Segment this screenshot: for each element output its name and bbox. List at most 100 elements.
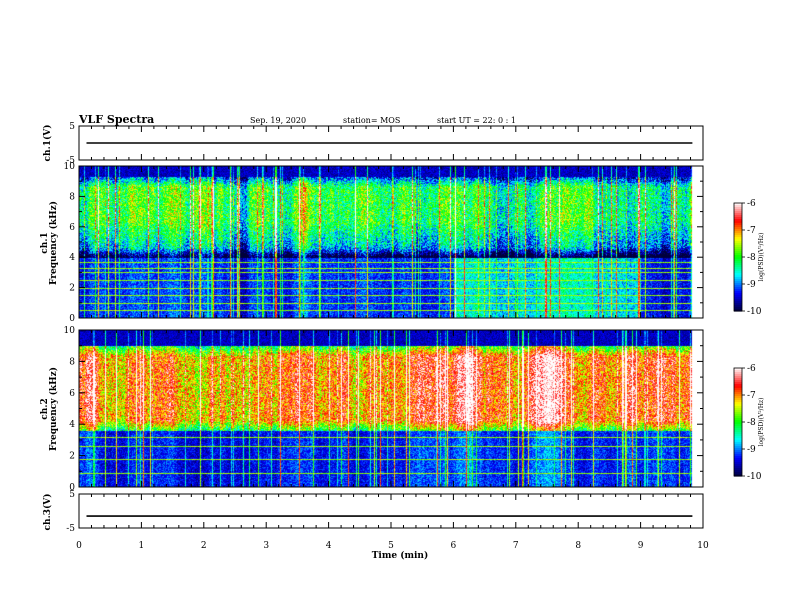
colorbar-strip	[734, 305, 742, 308]
ch2-spectrogram-ytick-label: 0	[69, 483, 75, 493]
colorbar-strip	[734, 227, 742, 230]
colorbar-label: log(PSD)(V²/Hz)	[758, 398, 765, 447]
colorbar-strip	[734, 442, 742, 445]
colorbar-strip	[734, 235, 742, 238]
colorbar-strip	[734, 398, 742, 401]
colorbar-strip	[734, 263, 742, 266]
ch1-spectrogram-ytick-label: 10	[64, 162, 76, 172]
colorbar-strip	[734, 233, 742, 236]
x-tick-label: 2	[201, 541, 207, 551]
colorbar-strip	[734, 211, 742, 214]
colorbar-strip	[734, 257, 742, 260]
ch1-voltage-ylabel: ch.1(V)	[42, 125, 53, 162]
ch1-spectrogram-ytick-label: 4	[69, 253, 75, 263]
colorbar-strip	[734, 241, 742, 244]
colorbar-strip	[734, 440, 742, 443]
colorbar-strip	[734, 378, 742, 381]
colorbar-strip	[734, 237, 742, 240]
figure-title: VLF Spectra	[78, 113, 154, 126]
colorbar-strip	[734, 297, 742, 300]
colorbar-strip	[734, 217, 742, 220]
colorbar-strip	[734, 209, 742, 212]
colorbar-tick-label: -8	[747, 418, 756, 428]
colorbar-strip	[734, 213, 742, 216]
colorbar-tick-label: -10	[747, 307, 762, 317]
colorbar-strip	[734, 388, 742, 391]
colorbar-strip	[734, 426, 742, 429]
colorbar-strip	[734, 418, 742, 421]
colorbar-strip	[734, 249, 742, 252]
colorbar-strip	[734, 376, 742, 379]
ch1-spectrogram-ylabel: ch.1	[40, 232, 50, 253]
colorbar-strip	[734, 414, 742, 417]
colorbar-strip	[734, 287, 742, 290]
ch1-spectrogram-ytick-label: 0	[69, 314, 75, 324]
ch3-voltage-ytick-label: -5	[66, 524, 75, 534]
colorbar-strip	[734, 221, 742, 224]
colorbar-strip	[734, 474, 742, 477]
ch1-spectrogram-ytick-label: 8	[69, 192, 75, 202]
colorbar-strip	[734, 309, 742, 312]
ch2-spectrogram-ytick-label: 10	[64, 326, 76, 336]
x-tick-label: 8	[575, 541, 581, 551]
ch1-spectrogram-ytick-label: 6	[69, 223, 75, 233]
colorbar-strip	[734, 243, 742, 246]
colorbar-strip	[734, 277, 742, 280]
x-tick-label: 9	[638, 541, 644, 551]
ch1-spectrogram-image	[79, 166, 703, 318]
colorbar-strip	[734, 207, 742, 210]
colorbar-tick-label: -9	[747, 445, 756, 455]
colorbar-strip	[734, 259, 742, 262]
colorbar-strip	[734, 404, 742, 407]
ch1-spectrogram-panel: 0 2 4 6 8 10	[64, 162, 704, 324]
colorbar-strip	[734, 462, 742, 465]
colorbar-strip	[734, 386, 742, 389]
colorbar-strip	[734, 464, 742, 467]
colorbar-strip	[734, 430, 742, 433]
colorbar-strip	[734, 229, 742, 232]
colorbar-strip	[734, 458, 742, 461]
ch1-voltage-ytick-label: 5	[69, 122, 75, 132]
colorbar-tick-label: -6	[747, 364, 756, 374]
colorbar-strip	[734, 432, 742, 435]
colorbar-strip	[734, 468, 742, 471]
colorbar-strip	[734, 285, 742, 288]
x-tick-label: 1	[139, 541, 145, 551]
ch2-spectrogram-ytick-label: 2	[69, 452, 75, 462]
colorbar-strip	[734, 301, 742, 304]
colorbar-strip	[734, 299, 742, 302]
colorbar-strip	[734, 275, 742, 278]
colorbar-tick-label: -9	[747, 280, 756, 290]
figure-start-time: start UT = 22: 0 : 1	[437, 116, 516, 125]
colorbar-strip	[734, 466, 742, 469]
colorbar-strip	[734, 291, 742, 294]
colorbar-strip	[734, 436, 742, 439]
colorbar-strip	[734, 470, 742, 473]
ch2-spectrogram-ylabel: ch.2	[40, 398, 50, 419]
x-tick-label: 3	[263, 541, 269, 551]
colorbar-tick-label: -6	[747, 199, 756, 209]
colorbar-strip	[734, 454, 742, 457]
colorbar-strip	[734, 255, 742, 258]
colorbar-strip	[734, 428, 742, 431]
x-tick-label: 10	[697, 541, 709, 551]
colorbar-strip	[734, 384, 742, 387]
figure-station: station= MOS	[343, 116, 400, 125]
colorbar-strip	[734, 215, 742, 218]
colorbar-strip	[734, 444, 742, 447]
ch3-voltage-panel: 5 -5	[66, 490, 704, 534]
colorbar-strip	[734, 203, 742, 206]
colorbar-strip	[734, 446, 742, 449]
colorbar-strip	[734, 370, 742, 373]
colorbar-strip	[734, 380, 742, 383]
ch3-voltage-ytick-label: 5	[69, 490, 75, 500]
colorbar-strip	[734, 265, 742, 268]
colorbar-strip	[734, 253, 742, 256]
x-tick-label: 7	[513, 541, 519, 551]
x-tick-label: 0	[76, 541, 82, 551]
ch3-voltage-ylabel: ch.3(V)	[42, 494, 53, 531]
colorbar-tick-label: -7	[747, 226, 756, 236]
colorbar-strip	[734, 239, 742, 242]
colorbar-strip	[734, 205, 742, 208]
x-axis-label: Time (min)	[372, 550, 429, 561]
